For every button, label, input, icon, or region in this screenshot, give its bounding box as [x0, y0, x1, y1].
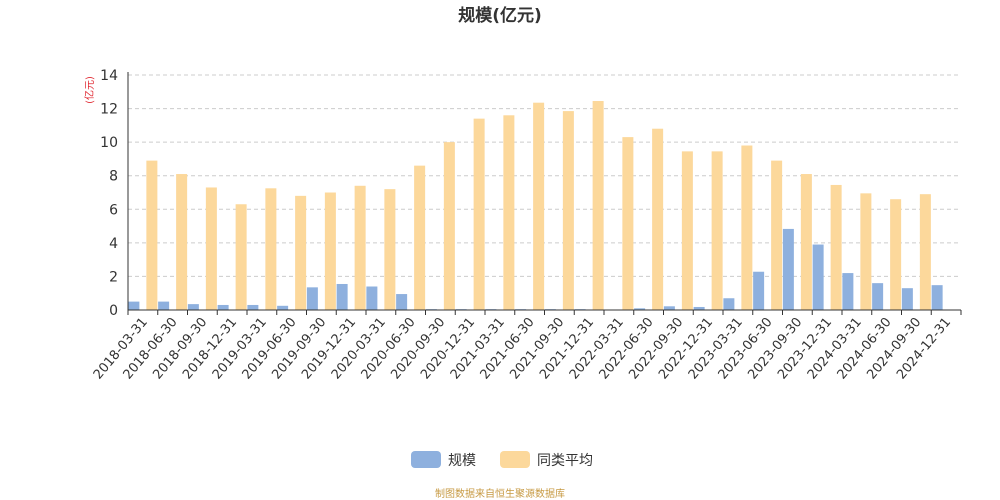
y-tick-label: 8 [109, 169, 118, 185]
bar-scale [158, 301, 170, 310]
bar-peer-average [384, 189, 396, 310]
bar-scale [128, 301, 140, 310]
bar-peer-average [890, 199, 902, 310]
legend-label: 规模 [448, 453, 476, 469]
y-tick-label: 2 [109, 269, 118, 285]
legend-swatch [500, 451, 530, 468]
bar-peer-average [860, 193, 872, 310]
y-tick-label: 4 [109, 236, 118, 252]
bar-peer-average [354, 185, 366, 310]
bar-scale [247, 304, 259, 310]
bar-scale [277, 305, 289, 310]
legend-swatch [411, 451, 441, 468]
bar-scale [901, 288, 913, 310]
bar-scale [753, 271, 765, 310]
y-tick-label: 10 [100, 135, 118, 151]
bar-peer-average [622, 137, 634, 310]
chart-title: 规模(亿元) [458, 5, 542, 26]
bar-scale [217, 304, 229, 310]
bar-peer-average [741, 145, 753, 310]
bar-peer-average [443, 142, 455, 310]
y-tick-label: 0 [109, 303, 118, 319]
legend-label: 同类平均 [537, 453, 593, 469]
y-axis-unit: (亿元) [83, 76, 96, 104]
bar-scale [663, 306, 675, 310]
bar-peer-average [414, 165, 426, 310]
bar-scale [872, 283, 884, 310]
bar-peer-average [771, 160, 783, 310]
bar-scale [782, 228, 794, 310]
bar-peer-average [205, 187, 217, 310]
bar-peer-average [176, 174, 188, 310]
bar-peer-average [800, 174, 812, 310]
bar-peer-average [146, 160, 158, 310]
bar-peer-average [711, 151, 723, 310]
bar-scale [693, 306, 705, 310]
bar-scale [187, 304, 199, 310]
bar-scale [306, 287, 318, 310]
bar-peer-average [235, 204, 247, 310]
bar-peer-average [592, 101, 604, 311]
bar-scale [842, 273, 854, 310]
bar-peer-average [473, 118, 485, 311]
bar-peer-average [562, 111, 574, 310]
bar-scale [336, 283, 348, 310]
y-tick-label: 12 [100, 102, 118, 118]
bar-peer-average [533, 102, 545, 310]
y-tick-label: 14 [100, 68, 118, 84]
bar-scale [931, 285, 943, 310]
bar-peer-average [503, 115, 515, 311]
bar-peer-average [830, 184, 842, 310]
bar-scale [723, 298, 735, 310]
bar-scale [812, 244, 824, 310]
bar-peer-average [295, 195, 307, 310]
bar-scale [366, 286, 378, 310]
bar-scale [396, 294, 408, 310]
data-source-note: 制图数据来自恒生聚源数据库 [435, 487, 565, 500]
bar-peer-average [324, 192, 336, 310]
bar-scale [634, 308, 646, 310]
bar-peer-average [652, 128, 664, 310]
bar-peer-average [919, 194, 931, 310]
bar-peer-average [681, 151, 693, 310]
y-tick-label: 6 [109, 202, 118, 218]
bar-peer-average [265, 188, 277, 310]
